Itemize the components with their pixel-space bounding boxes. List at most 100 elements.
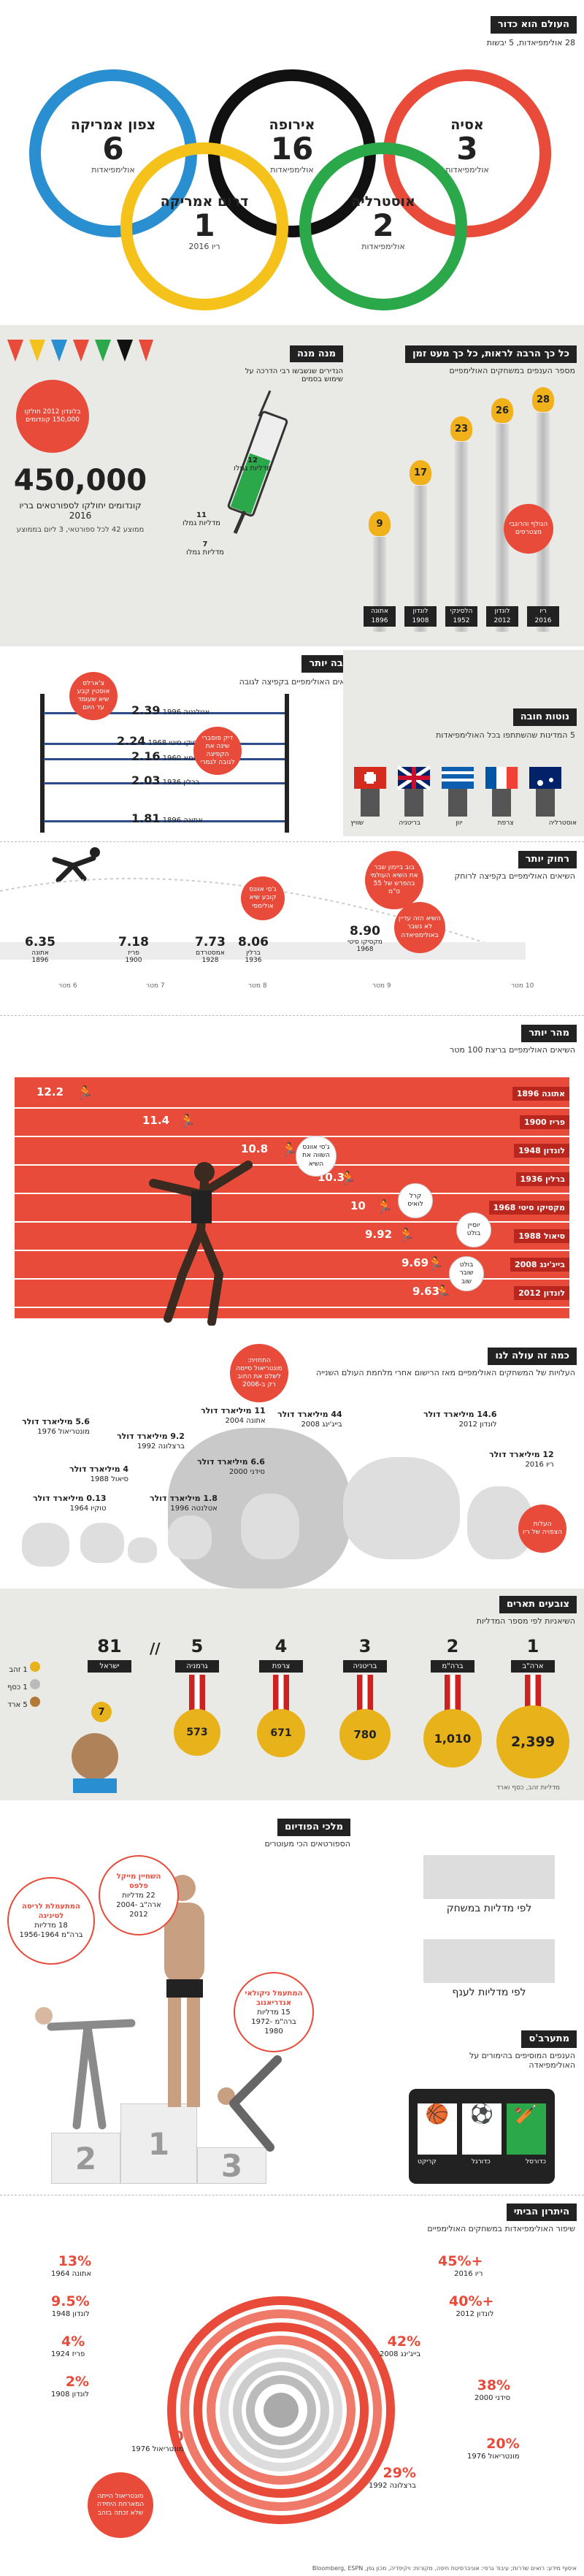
runner-icon: 🏃 <box>398 1228 415 1243</box>
flags-illustration <box>354 765 561 817</box>
cost-label: 5.6 מיליארד דולר מונטריאול 1976 <box>22 1417 90 1437</box>
money-bag <box>241 1494 299 1559</box>
jump-bar <box>44 782 285 784</box>
jump-bar <box>44 758 285 760</box>
medal: 7 <box>91 1702 112 1722</box>
section-title: צובעים תארים <box>499 1596 577 1613</box>
section-title: רחוק יותר <box>518 851 577 868</box>
rings-gymnast-figure <box>218 2055 282 2152</box>
country-tag: ישראל <box>88 1660 131 1673</box>
torch-plaque: הלסינקי 1952 <box>445 606 477 627</box>
continents-section: העולם הוא כדור 28 אולימפיאדות, 5 יבשות צ… <box>0 0 584 314</box>
section-title: מלכי הפודיום <box>277 1819 350 1836</box>
condoms-number: 450,000 <box>13 464 147 497</box>
country-tag: בריטניה <box>343 1660 387 1673</box>
medal-note: מדליות זהב, כסף וארד <box>496 1784 560 1792</box>
rank-number: 3 <box>358 1636 372 1656</box>
dose-value: 11 מדליות גמלו <box>182 511 220 527</box>
condoms-label: קונדומים יחולקו לספורטאים בריו 2016 <box>19 500 142 521</box>
separator <box>0 1015 584 1016</box>
section-subtitle: העלויות של המשחקים האולימפיים מאז הרישום… <box>315 1368 575 1377</box>
lj-marker: 7.18 פריז 1900 <box>118 935 149 964</box>
lane: לונדון 2012 🏃 9.63 <box>15 1280 569 1308</box>
ring-label-asia: אסיה 3 אולימפיאדות <box>445 117 489 175</box>
lj-marker: 8.06 ברלין 1936 <box>238 935 269 964</box>
lane: אתונה 1896 🏃 12.2 <box>15 1081 569 1109</box>
lj-marker: 6.35 אתונה 1896 <box>25 935 55 964</box>
country-tag: ברה"מ <box>431 1660 474 1673</box>
right-post <box>285 694 289 833</box>
section-subtitle: מספר הענפים במשחקים האולימפיים <box>449 366 575 375</box>
ha-left-label: 4% פריז 1924 <box>51 2334 85 2358</box>
lane: פריז 1900 🏃 11.4 <box>15 1109 569 1137</box>
jump-arc <box>0 877 526 960</box>
torch-pillar <box>414 486 427 632</box>
andrianov-callout: המתעמל ניקולאי אנדריאנוב 15 מדליות ברה"מ 1… <box>234 1972 314 2052</box>
money-bag <box>80 1523 124 1563</box>
section-subtitle: השיאניות לפי מספר המדליות <box>476 1616 575 1626</box>
medal-ribbon <box>357 1675 373 1711</box>
bolt-figure <box>149 1161 253 1326</box>
medal-table-section: צובעים תארים השיאניות לפי מספר המדליות 1… <box>0 1589 584 1800</box>
section-subtitle: שיפור האולימפיאדות במשחקים האולימפיים <box>427 2224 575 2233</box>
section-title: מהר יותר <box>521 1025 577 1042</box>
section-title: נוטות חובה <box>512 708 577 726</box>
medal: 2,399 <box>496 1705 569 1778</box>
country-tag: ארה"ב <box>511 1660 555 1673</box>
podium-3: 3 <box>197 2147 266 2184</box>
ha-right-label: +45% ריו 2016 <box>438 2253 483 2278</box>
cost-label: 0.13 מיליארד דולר טוקיו 1964 <box>33 1494 107 1513</box>
section-subtitle: 5 המדינות שהשתתפו בכל האולימפיאדות <box>436 730 575 740</box>
slot-machine: 🏀 ⚽ 🏏 קריקט כדורגל כדורסל <box>409 2089 555 2184</box>
ellipsis: // <box>150 1640 161 1657</box>
runner-icon: 🏃 <box>427 1256 444 1272</box>
runner-icon: 🏃 <box>77 1085 93 1101</box>
medal-ribbon <box>273 1675 289 1711</box>
high-jump-section: גובה יותר השיאים האולימפיים בקפיצה לגובה… <box>0 654 584 836</box>
gymnast-figure <box>35 2007 136 2130</box>
ha-left-label: 9.5% לונדון 1948 <box>51 2293 90 2318</box>
rank-number: 4 <box>274 1636 288 1656</box>
runner-icon: 🏃 <box>281 1142 298 1158</box>
money-bag <box>128 1537 157 1563</box>
syringe-icon <box>227 390 288 534</box>
dose-title: מנה מנה <box>290 345 343 362</box>
section-title: היתרון הביתי <box>506 2204 577 2221</box>
money-bag <box>168 1516 212 1559</box>
ring-label-north-america: צפון אמריקה 6 אולימפיאדות <box>70 117 156 175</box>
torch-plaque: ריו 2016 <box>527 606 559 627</box>
montreal-home-bubble: מונטריאול הייתה המארחת היחידה שלא זכתה ב… <box>88 2472 153 2538</box>
cost-label: 1.8 מיליארד דולר אטלנטה 1996 <box>150 1494 218 1513</box>
dose-subtitle: הנדירים שנשבשו רבי הדרכה על שימוש בסמים <box>245 367 343 383</box>
condoms-note: ממוצע 42 לכל ספורטאי, 3 ליום בממוצע <box>16 526 145 534</box>
ha-right-label: 29% ברצלונה 1992 <box>369 2465 416 2490</box>
circle-chart <box>167 2296 395 2524</box>
long-jump-section: רחוק יותר השיאים האולימפיים בקפיצה לרוחק… <box>0 844 584 1008</box>
israel-breakdown: 1 זהב 1 כסף 5 ארד <box>7 1662 40 1714</box>
podium-section: מלכי הפודיום הספורטאים הכי מעוטרים 2 1 3… <box>0 1811 584 2191</box>
lane: סיאול 1988 🏃 9.92 <box>15 1223 569 1251</box>
runner-icon: 🏃 <box>434 1285 451 1300</box>
cost-label: 14.6 מיליארד דולר לונדון 2012 <box>423 1410 497 1429</box>
sports-count-section: כל כך הרבה לראות, כל כך מעט זמן מספר הענ… <box>0 325 584 646</box>
podium-2: 2 <box>51 2133 120 2184</box>
podium-icon-2 <box>423 1939 555 1983</box>
bar-label: אטלנטה 1996 2.39 <box>131 703 210 717</box>
beamon-bubble: בוב ביימון שבר את השיא העולמי בהפרש של 5… <box>365 851 423 909</box>
cost-label: 9.2 מיליארד דולר ברצלונה 1992 <box>117 1432 185 1451</box>
lane: לונדון 1948 🏃 10.8 <box>15 1138 569 1166</box>
slot-reel: 🏀 <box>418 2103 457 2155</box>
medal-ribbon <box>445 1675 461 1711</box>
torch-flame: 28 <box>532 387 554 412</box>
runner-icon: 🏃 <box>376 1199 393 1215</box>
callout: קרל לואיס <box>398 1183 433 1218</box>
jump-bar <box>44 820 285 822</box>
owens-bubble: ג'סי אוונס קובע שיא אולימפי <box>241 876 285 920</box>
sprint-section: מהר יותר השיאים האולימפיים בריצת 100 מטר… <box>0 1019 584 1333</box>
lane: ברלין 1936 🏃 10.3 <box>15 1166 569 1194</box>
medal: 1,010 <box>423 1709 482 1767</box>
cost-label: 11 מיליארד דולר אתונה 2004 <box>201 1406 266 1426</box>
montreal-bubble: התחזית: מונטריאול סיימה לשלם את החוב רק … <box>230 1344 288 1402</box>
ha-left-label: 2% לונדון 1908 <box>51 2374 89 2399</box>
rank-number: 81 <box>97 1636 122 1656</box>
